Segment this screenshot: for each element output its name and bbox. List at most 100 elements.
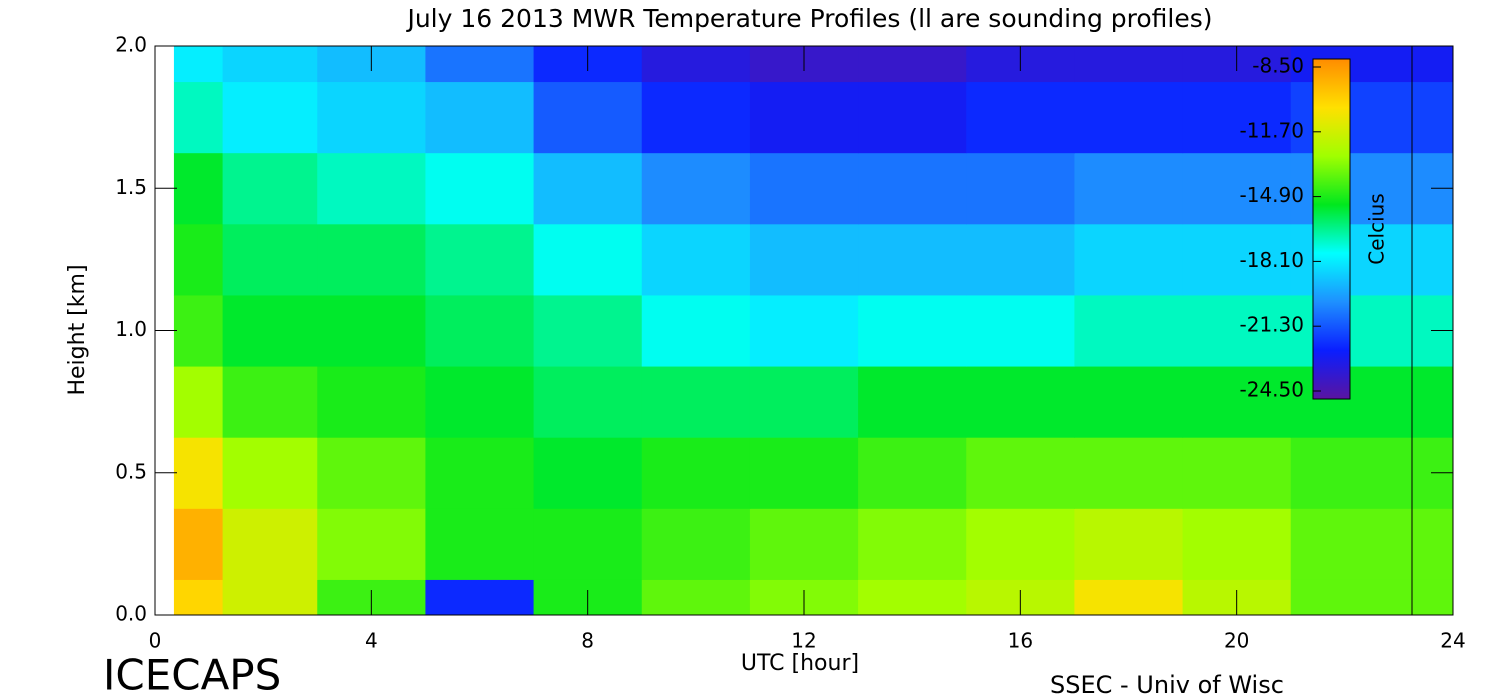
x-tick-label: 0: [149, 629, 162, 653]
heat-cell: [222, 508, 318, 580]
chart-title: July 16 2013 MWR Temperature Profiles (l…: [405, 4, 1212, 33]
heat-cell: [641, 152, 751, 225]
heat-cell: [425, 152, 535, 225]
heat-cell: [317, 437, 426, 509]
heat-cell: [1290, 437, 1454, 509]
heat-cell: [1182, 152, 1292, 225]
heat-cell: [749, 294, 859, 367]
colorbar-tick-label: -24.50: [1240, 378, 1304, 402]
x-tick-label: 12: [791, 629, 816, 653]
y-tick-label: 0.5: [115, 459, 147, 483]
x-axis-label: UTC [hour]: [741, 651, 859, 676]
heat-cell: [641, 579, 751, 616]
y-axis-label: Height [km]: [65, 264, 90, 395]
heat-cell: [173, 81, 224, 154]
heat-cell: [533, 294, 643, 367]
heat-cell: [1290, 579, 1454, 616]
heat-cell: [425, 579, 535, 616]
heat-cell: [641, 366, 751, 438]
colorbar-label: Celcius: [1365, 193, 1389, 264]
heat-cell: [966, 152, 1075, 225]
colorbar-tick-label: -18.10: [1240, 248, 1304, 272]
heat-cell: [858, 223, 967, 296]
heat-cell: [966, 81, 1075, 154]
y-tick-label: 0.0: [115, 602, 147, 626]
heat-cell: [1074, 46, 1184, 83]
heat-cell: [533, 223, 643, 296]
heat-cell: [1290, 508, 1454, 580]
heat-cell: [1182, 81, 1292, 154]
heat-cell: [858, 366, 967, 438]
footer-left: ICECAPS: [103, 651, 281, 700]
heat-cell: [173, 223, 224, 296]
heat-cell: [173, 294, 224, 367]
heat-cell: [173, 152, 224, 225]
heat-cell: [966, 366, 1075, 438]
heat-cell: [1074, 152, 1184, 225]
heat-cell: [317, 223, 426, 296]
heat-cell: [1182, 223, 1292, 296]
heat-cell: [749, 508, 859, 580]
x-tick-label: 8: [581, 629, 594, 653]
heat-cell: [222, 437, 318, 509]
x-tick-label: 20: [1224, 629, 1249, 653]
y-tick-label: 1.0: [115, 317, 147, 341]
heat-cell: [317, 152, 426, 225]
heat-cell: [222, 579, 318, 616]
heat-cell: [858, 46, 967, 83]
heat-cell: [858, 508, 967, 580]
heat-cell: [425, 508, 535, 580]
heat-cell: [173, 508, 224, 580]
heat-cell: [641, 294, 751, 367]
heat-cell: [425, 294, 535, 367]
colorbar-tick-label: -21.30: [1240, 313, 1304, 337]
heat-cell: [966, 294, 1075, 367]
heat-cell: [1074, 81, 1184, 154]
heat-cell: [749, 81, 859, 154]
colorbar-tick-label: -11.70: [1240, 118, 1304, 142]
heat-cell: [641, 508, 751, 580]
heat-cell: [425, 81, 535, 154]
heat-cell: [858, 152, 967, 225]
heat-cell: [749, 437, 859, 509]
footer-right: SSEC - Univ of Wisc: [1050, 671, 1284, 699]
heat-cell: [425, 366, 535, 438]
heat-cell: [533, 508, 643, 580]
heat-cell: [749, 366, 859, 438]
heat-cell: [641, 437, 751, 509]
heat-cell: [425, 437, 535, 509]
heat-cell: [858, 294, 967, 367]
heat-cell: [966, 437, 1075, 509]
heat-cell: [1182, 437, 1292, 509]
heat-cell: [533, 81, 643, 154]
heat-cell: [858, 437, 967, 509]
heat-cell: [173, 366, 224, 438]
heat-cell: [317, 294, 426, 367]
heat-cell: [966, 223, 1075, 296]
heat-cell: [1182, 294, 1292, 367]
x-tick-label: 4: [365, 629, 378, 653]
heat-cell: [1074, 294, 1184, 367]
heat-cell: [173, 46, 224, 83]
heat-cell: [425, 223, 535, 296]
heat-cell: [749, 223, 859, 296]
y-tick-label: 2.0: [115, 33, 147, 57]
heat-cell: [1074, 508, 1184, 580]
heat-cell: [173, 437, 224, 509]
heat-cell: [222, 152, 318, 225]
heat-cell: [222, 223, 318, 296]
heat-cell: [317, 81, 426, 154]
heat-cell: [749, 152, 859, 225]
heat-cell: [425, 46, 535, 83]
colorbar: [1312, 58, 1351, 400]
y-tick-label: 1.5: [115, 175, 147, 199]
heat-cell: [1074, 579, 1184, 616]
heat-cell: [641, 81, 751, 154]
heat-cell: [222, 81, 318, 154]
heat-cell: [173, 579, 224, 616]
heat-cell: [533, 366, 643, 438]
heat-cell: [1074, 223, 1184, 296]
heat-cell: [966, 508, 1075, 580]
heat-cell: [533, 152, 643, 225]
